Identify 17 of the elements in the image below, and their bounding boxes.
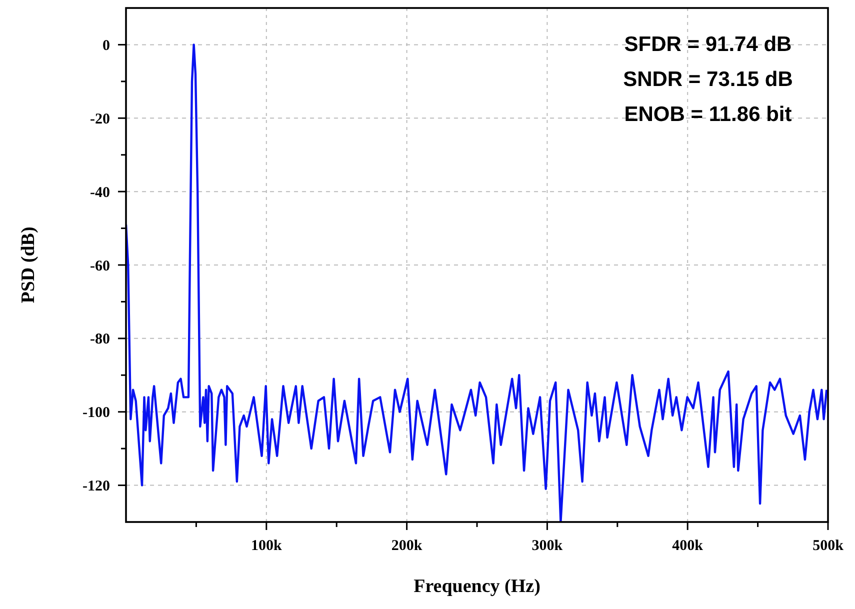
y-tick-label: -60 <box>90 258 110 274</box>
x-tick-label: 300k <box>532 538 564 554</box>
x-tick-label: 500k <box>812 538 844 554</box>
annotation: ENOB = 11.86 bit <box>624 103 792 126</box>
y-tick-label: -40 <box>90 184 110 201</box>
x-tick-label: 400k <box>672 538 704 554</box>
x-axis-title: Frequency (Hz) <box>414 576 540 597</box>
annotation: SFDR = 91.74 dB <box>624 33 792 56</box>
y-tick-label: -120 <box>82 478 110 495</box>
y-tick-label: 0 <box>102 38 110 54</box>
annotation: SNDR = 73.15 dB <box>623 68 793 91</box>
y-axis-title: PSD (dB) <box>18 226 39 304</box>
y-tick-label: -100 <box>82 405 110 422</box>
y-tick-label: -80 <box>90 332 110 348</box>
y-tick-label: -20 <box>90 111 110 128</box>
x-tick-label: 100k <box>250 538 282 554</box>
x-tick-label: 200k <box>391 538 423 554</box>
